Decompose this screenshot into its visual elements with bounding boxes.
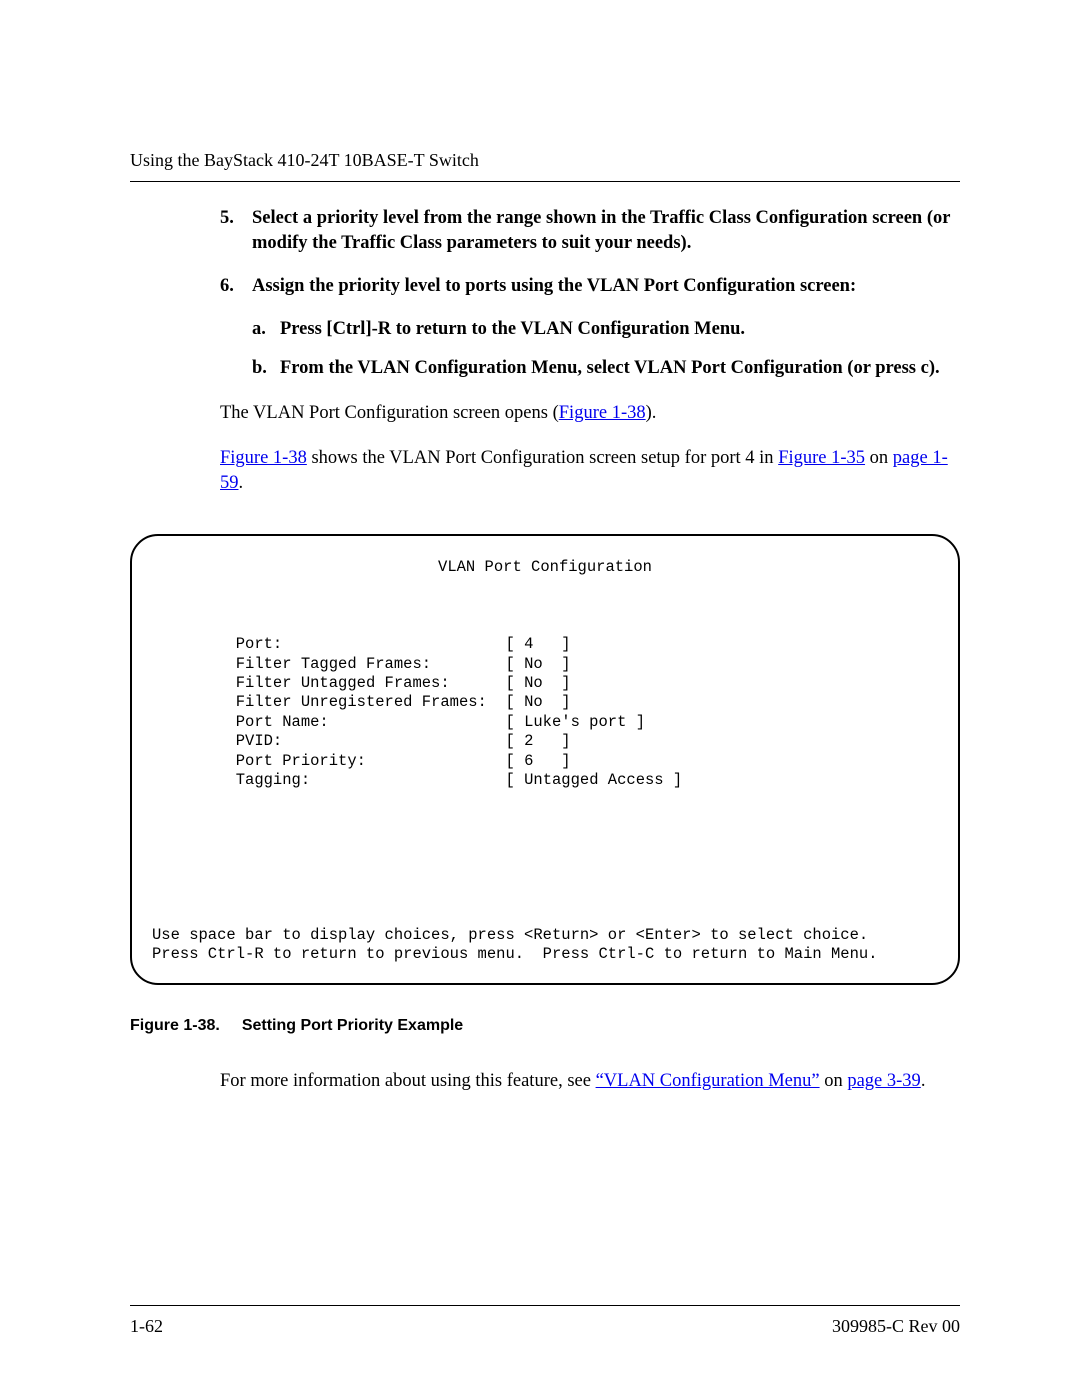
text-span: .	[921, 1071, 926, 1091]
page-link[interactable]: page 3-39	[847, 1071, 920, 1091]
row-label: Tagging:	[236, 771, 310, 789]
substep-letter: b.	[252, 356, 280, 381]
row-label: Filter Untagged Frames:	[236, 674, 450, 692]
substep-text: From the VLAN Configuration Menu, select…	[280, 356, 940, 381]
step-number: 6.	[220, 274, 252, 299]
console-title: VLAN Port Configuration	[152, 558, 938, 577]
text-span: For more information about using this fe…	[220, 1071, 596, 1091]
row-value: [ Untagged Access ]	[505, 771, 682, 789]
text-span: The VLAN Port Configuration screen opens…	[220, 403, 559, 423]
substep-text: Press [Ctrl]-R to return to the VLAN Con…	[280, 317, 745, 342]
blank-line	[152, 848, 161, 866]
figure-link[interactable]: Figure 1-35	[778, 448, 865, 468]
blank-line	[152, 868, 161, 886]
row-value: [ No ]	[505, 674, 570, 692]
header-rule	[130, 181, 960, 182]
row-value: [ No ]	[505, 693, 570, 711]
figure-caption: Figure 1-38. Setting Port Priority Exampl…	[130, 1017, 960, 1035]
console-panel: VLAN Port Configuration Port: [ 4 ] Filt…	[130, 534, 960, 985]
substep-b: b. From the VLAN Configuration Menu, sel…	[252, 356, 960, 381]
footer-rule	[130, 1305, 960, 1306]
step-text: Select a priority level from the range s…	[252, 206, 960, 256]
text-span: on	[820, 1071, 848, 1091]
blank-line	[152, 597, 161, 615]
blank-line	[152, 616, 161, 634]
page-footer: 1-62 309985-C Rev 00	[130, 1316, 960, 1337]
help-line: Use space bar to display choices, press …	[152, 926, 868, 944]
figure-link[interactable]: Figure 1-38	[559, 403, 646, 423]
row-value: [ 6 ]	[505, 752, 570, 770]
row-label: Port Priority:	[236, 752, 366, 770]
paragraph-shows: Figure 1-38 shows the VLAN Port Configur…	[220, 446, 960, 496]
row-label: Port:	[236, 635, 283, 653]
row-value: [ 4 ]	[505, 635, 570, 653]
text-span: ).	[646, 403, 657, 423]
step-6: 6. Assign the priority level to ports us…	[220, 274, 960, 299]
row-value: [ 2 ]	[505, 732, 570, 750]
doc-id: 309985-C Rev 00	[832, 1316, 960, 1337]
row-label: Filter Tagged Frames:	[236, 655, 431, 673]
help-line: Press Ctrl-R to return to previous menu.…	[152, 945, 878, 963]
blank-line	[152, 790, 161, 808]
blank-line	[152, 907, 161, 925]
text-span: .	[239, 473, 244, 493]
row-label: Filter Unregistered Frames:	[236, 693, 487, 711]
text-span: on	[865, 448, 893, 468]
substep-a: a. Press [Ctrl]-R to return to the VLAN …	[252, 317, 960, 342]
vertical-spacer	[130, 1108, 960, 1305]
caption-fig-num: Figure 1-38.	[130, 1017, 220, 1034]
substep-letter: a.	[252, 317, 280, 342]
step-5: 5. Select a priority level from the rang…	[220, 206, 960, 256]
row-value: [ Luke's port ]	[505, 713, 645, 731]
numbered-steps: 5. Select a priority level from the rang…	[220, 206, 960, 395]
step-number: 5.	[220, 206, 252, 256]
document-page: Using the BayStack 410-24T 10BASE-T Swit…	[0, 0, 1080, 1397]
figure-link[interactable]: Figure 1-38	[220, 448, 307, 468]
paragraph-opens: The VLAN Port Configuration screen opens…	[220, 401, 960, 426]
paragraph-more-info: For more information about using this fe…	[220, 1069, 960, 1094]
blank-line	[152, 829, 161, 847]
row-label: PVID:	[236, 732, 283, 750]
step-text: Assign the priority level to ports using…	[252, 274, 856, 299]
substeps: a. Press [Ctrl]-R to return to the VLAN …	[252, 317, 960, 381]
row-value: [ No ]	[505, 655, 570, 673]
text-span: shows the VLAN Port Configuration screen…	[307, 448, 778, 468]
page-number: 1-62	[130, 1316, 163, 1337]
blank-line	[152, 810, 161, 828]
running-header: Using the BayStack 410-24T 10BASE-T Swit…	[130, 150, 960, 171]
blank-line	[152, 887, 161, 905]
row-label: Port Name:	[236, 713, 329, 731]
section-link[interactable]: “VLAN Configuration Menu”	[596, 1071, 820, 1091]
caption-title: Setting Port Priority Example	[242, 1017, 463, 1034]
